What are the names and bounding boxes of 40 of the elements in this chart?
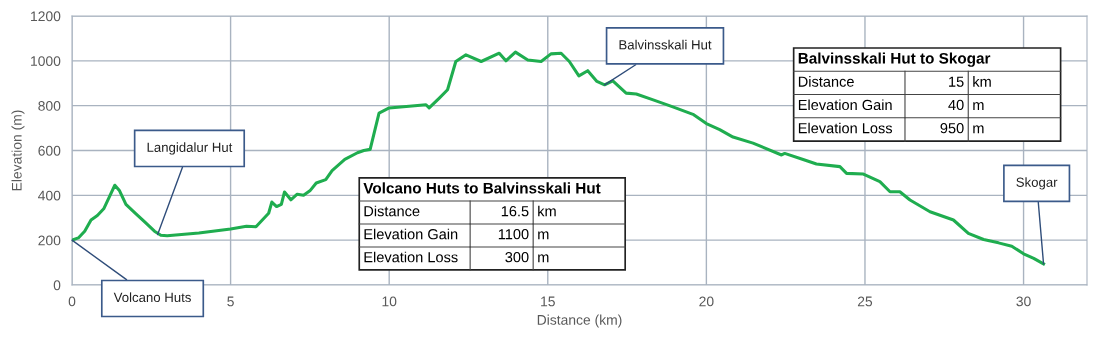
annotation: Langidalur Hut bbox=[147, 142, 233, 155]
x-tick-label: 30 bbox=[1016, 296, 1031, 307]
annotation: m bbox=[538, 231, 549, 240]
x-tick-label: 5 bbox=[227, 296, 234, 307]
x-tick-label: 0 bbox=[68, 296, 76, 307]
x-tick-label: 15 bbox=[541, 296, 555, 307]
annotation: Skogar bbox=[1016, 177, 1058, 190]
annotation: m bbox=[538, 254, 549, 263]
annotation: Elevation Gain bbox=[364, 228, 458, 240]
annotation: Elevation Loss bbox=[798, 122, 893, 134]
annotation: Distance bbox=[798, 76, 854, 87]
x-axis-title: Distance (km) bbox=[537, 314, 622, 328]
y-tick-label: 600 bbox=[38, 145, 61, 156]
annotation: 950 bbox=[940, 123, 964, 134]
annotation: Volcano Huts to Balvinsskali Hut bbox=[363, 182, 601, 194]
x-tick-label: 10 bbox=[382, 296, 397, 307]
y-tick-label: 0 bbox=[53, 280, 61, 291]
annotation: km bbox=[538, 205, 556, 217]
annotation: Distance bbox=[364, 205, 420, 217]
annotation: Elevation Gain bbox=[798, 99, 892, 111]
annotation: m bbox=[973, 102, 984, 110]
y-tick-label: 1200 bbox=[31, 11, 61, 22]
annotation: Balvinsskali Hut to Skogar bbox=[798, 52, 991, 67]
y-tick-label: 800 bbox=[38, 101, 61, 111]
annotation: km bbox=[973, 76, 991, 87]
annotation: 40 bbox=[948, 99, 964, 111]
annotation: Volcano Huts bbox=[113, 292, 191, 303]
x-tick-label: 25 bbox=[857, 296, 873, 307]
annotation: m bbox=[973, 125, 984, 134]
y-tick-label: 400 bbox=[38, 190, 61, 201]
annotation: 16.5 bbox=[501, 206, 529, 217]
annotation: 300 bbox=[505, 252, 529, 263]
annotation: 15 bbox=[949, 76, 964, 87]
x-tick-label: 20 bbox=[699, 296, 714, 307]
y-tick-label: 1000 bbox=[31, 56, 61, 66]
y-tick-label: 200 bbox=[38, 235, 61, 246]
y-axis-title: Elevation (m) bbox=[11, 110, 25, 191]
annotation: Balvinsskali Hut bbox=[619, 39, 712, 50]
annotation: 1100 bbox=[498, 229, 529, 240]
annotation: Elevation Loss bbox=[364, 251, 458, 263]
